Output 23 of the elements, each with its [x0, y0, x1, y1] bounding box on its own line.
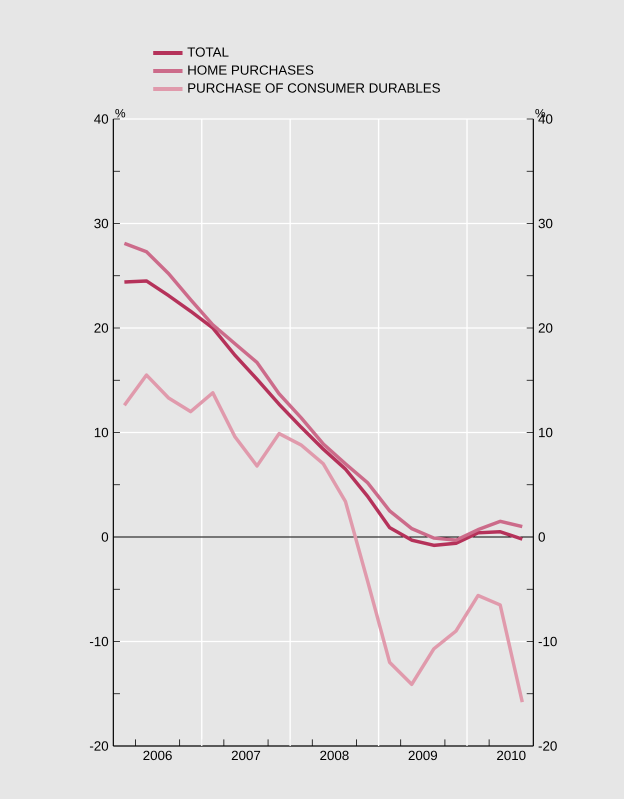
- y2-tick-label: 10: [539, 428, 552, 438]
- y2-tick-label: 20: [538, 323, 552, 333]
- y-tick-label: 30: [94, 218, 108, 228]
- y-tick-label: -10: [90, 636, 108, 646]
- line-series: [122, 373, 524, 704]
- x-tick-label: 2008: [320, 750, 349, 760]
- legend-label: PURCHASE OF CONSUMER DURABLES: [188, 83, 440, 93]
- legend-label: TOTAL: [187, 47, 229, 57]
- x-tick-label: 2007: [232, 750, 260, 760]
- y-axis-title: %: [115, 109, 126, 118]
- legend-label: HOME PURCHASES: [188, 65, 314, 75]
- y-tick-label: 10: [94, 428, 108, 438]
- y2-tick-label: -10: [538, 636, 557, 646]
- x-tick-label: 2010: [497, 750, 526, 760]
- y2-tick-label: 0: [538, 532, 545, 542]
- y-tick-label: -20: [90, 741, 108, 751]
- y-tick-label: 20: [94, 323, 108, 333]
- y-tick-label: 0: [102, 532, 108, 542]
- y-tick-label: 40: [94, 114, 108, 124]
- x-tick-label: 2009: [408, 750, 438, 760]
- x-tick-label: 2006: [143, 750, 172, 760]
- y2-tick-label: 30: [538, 218, 552, 228]
- y2-tick-label: -20: [538, 741, 557, 751]
